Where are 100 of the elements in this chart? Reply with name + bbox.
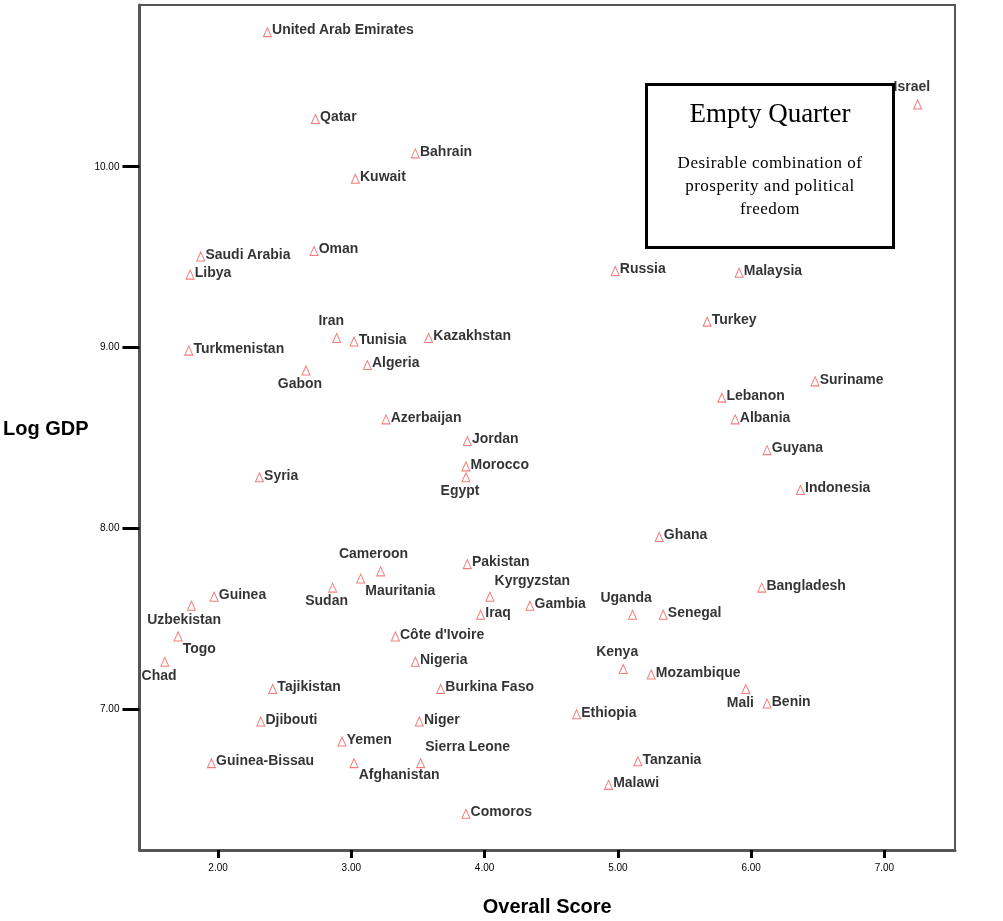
point: [741, 683, 751, 694]
point: [328, 582, 338, 593]
data-label: Azerbaijan: [390, 408, 462, 425]
point: [414, 716, 424, 727]
data-label: Ethiopia: [581, 703, 637, 720]
point: [209, 591, 219, 602]
point: [525, 600, 535, 611]
data-label: Iran: [318, 311, 345, 328]
data-label: Sudan: [305, 592, 349, 609]
point: [604, 779, 614, 790]
point: [795, 484, 805, 495]
x-axis-title: Overall Score: [482, 895, 612, 917]
point: [730, 414, 740, 425]
data-label: Russia: [619, 260, 666, 277]
y-tick-label: 7.00: [100, 703, 120, 715]
point: [186, 600, 196, 611]
data-label: Mozambique: [655, 663, 741, 680]
data-label: Iraq: [485, 604, 511, 621]
x-tick-label: 2.00: [208, 861, 229, 873]
data-label: Senegal: [667, 604, 722, 621]
data-label: Cameroon: [338, 545, 409, 562]
data-label: Bangladesh: [766, 576, 846, 593]
data-label: Suriname: [819, 370, 884, 387]
data-label: Indonesia: [805, 479, 871, 496]
data-label: Kazakhstan: [433, 327, 512, 344]
y-tick-label: 10.00: [94, 160, 120, 172]
data-label: Ghana: [663, 526, 708, 543]
data-label: Guinea-Bissau: [216, 752, 315, 769]
data-label: Saudi Arabia: [205, 245, 291, 262]
point: [461, 461, 471, 472]
data-label: Pakistan: [471, 553, 530, 570]
data-label: Malawi: [613, 774, 660, 791]
data-label: Nigeria: [419, 651, 468, 668]
data-label: Kuwait: [359, 168, 407, 185]
point: [462, 436, 472, 447]
data-label: Gabon: [277, 375, 323, 392]
data-label: Tunisia: [358, 330, 407, 347]
point: [734, 267, 744, 278]
data-label: Benin: [771, 692, 811, 709]
data-label: Albania: [739, 408, 791, 425]
point: [196, 251, 206, 262]
point: [702, 316, 712, 327]
point: [206, 758, 216, 769]
point: [658, 609, 668, 620]
point: [410, 656, 420, 667]
data-label: Libya: [194, 263, 232, 280]
point: [184, 345, 194, 356]
point: [572, 709, 582, 720]
data-label: Mauritania: [365, 581, 436, 598]
x-tick-label: 6.00: [741, 861, 762, 873]
point: [717, 392, 727, 403]
data-label: Bahrain: [419, 142, 473, 159]
point: [654, 531, 664, 542]
data-label: Algeria: [371, 354, 420, 371]
point: [376, 566, 386, 577]
data-label: Uzbekistan: [147, 610, 222, 627]
data-label: Guyana: [771, 439, 824, 456]
point: [762, 445, 772, 456]
y-tick-label: 8.00: [100, 522, 120, 534]
point: [310, 113, 320, 124]
data-label: Djibouti: [265, 710, 318, 727]
point: [436, 683, 446, 694]
point: [350, 173, 360, 184]
x-tick-label: 5.00: [608, 861, 629, 873]
point: [309, 246, 319, 257]
data-label: Afghanistan: [358, 766, 440, 783]
point: [462, 559, 472, 570]
data-label: Gambia: [534, 595, 587, 612]
point: [762, 698, 772, 709]
point: [424, 332, 434, 343]
data-label: Kenya: [596, 642, 639, 659]
point: [913, 99, 923, 110]
point: [337, 736, 347, 747]
point: [461, 472, 471, 483]
point: [381, 414, 391, 425]
point: [356, 573, 366, 584]
x-tick-label: 3.00: [341, 861, 362, 873]
data-label: Morocco: [470, 455, 529, 472]
data-label: Egypt: [440, 482, 480, 499]
point: [390, 631, 400, 642]
point: [160, 656, 170, 667]
point: [185, 269, 195, 280]
data-label: Lebanon: [726, 386, 785, 403]
point: [262, 27, 272, 38]
data-label: Uganda: [600, 588, 652, 605]
point: [646, 669, 656, 680]
point: [362, 360, 372, 371]
data-label: Kyrgyzstan: [494, 572, 571, 589]
point: [173, 631, 183, 642]
annotation: Empty Quarter: [688, 98, 852, 129]
point: [268, 683, 278, 694]
data-label: Qatar: [320, 108, 358, 125]
point: [256, 716, 266, 727]
point: [461, 808, 471, 819]
x-tick-label: 7.00: [874, 861, 895, 873]
y-axis-title: Log GDP: [3, 416, 89, 439]
text-box: Empty Quarter Desirable combination of prosperity and political freedom: [645, 83, 895, 249]
point: [476, 609, 486, 620]
data-label: United Arab Emirates: [272, 21, 415, 38]
point: [410, 148, 420, 159]
